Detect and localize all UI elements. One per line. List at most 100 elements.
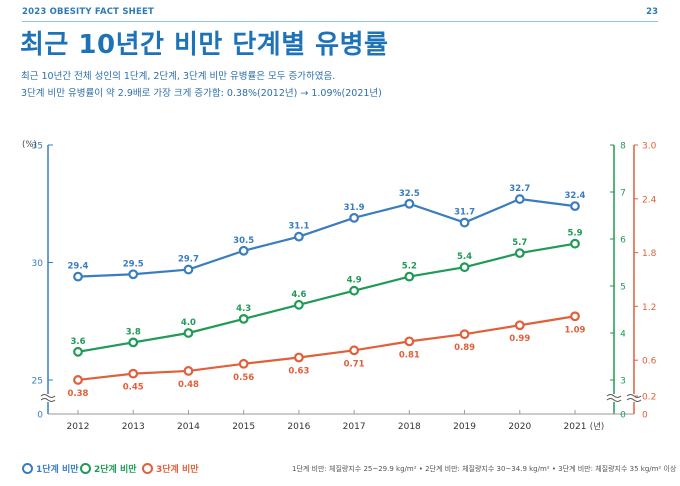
data-label: 3.8	[126, 327, 141, 337]
right2-tick-label: 1.2	[642, 303, 656, 313]
data-point	[349, 285, 360, 296]
axis-break-icon	[606, 394, 622, 398]
data-label: 31.9	[344, 203, 365, 213]
data-point	[404, 198, 415, 209]
legend-item-stage1: 1단계 비만	[22, 462, 79, 475]
data-label: 5.4	[457, 252, 472, 262]
data-label: 4.3	[236, 304, 251, 314]
data-point	[293, 352, 304, 363]
data-label: 0.45	[123, 383, 144, 393]
x-tick-label: 2014	[177, 422, 200, 432]
right1-zero-label: 0	[620, 411, 626, 421]
x-tick-label: 2018	[398, 422, 421, 432]
axis-break-icon	[40, 398, 56, 402]
data-label: 3.6	[70, 337, 85, 347]
data-label: 30.5	[233, 236, 254, 246]
header-divider	[22, 21, 658, 22]
x-unit-label: (년)	[590, 421, 604, 432]
description-line-1: 최근 10년간 전체 성인의 1단계, 2단계, 3단계 비만 유병률은 모두 …	[21, 71, 336, 82]
data-point	[404, 336, 415, 347]
fact-sheet-label: 2023 OBESITY FACT SHEET	[22, 7, 154, 17]
data-label: 5.7	[512, 238, 527, 248]
right2-tick-label: 3.0	[642, 142, 657, 152]
right2-tick-label: 0.6	[642, 357, 657, 367]
data-point	[570, 311, 580, 322]
data-point	[459, 262, 470, 273]
right2-tick-label: 0.2	[642, 393, 656, 403]
data-label: 29.7	[178, 255, 199, 265]
data-label: 31.1	[288, 222, 309, 232]
left-zero-label: 0	[37, 411, 43, 421]
right1-tick-label: 5	[620, 283, 626, 293]
data-point	[514, 194, 525, 204]
data-point	[514, 248, 525, 259]
page-number: 23	[646, 7, 658, 17]
right2-tick-label: 2.4	[642, 195, 657, 205]
legend-item-stage3: 3단계 비만	[142, 462, 199, 475]
left-tick-label: 30	[32, 259, 44, 269]
data-point	[404, 271, 415, 282]
data-point	[73, 375, 83, 385]
legend-label: 1단계 비만	[36, 465, 79, 475]
data-point	[293, 299, 304, 310]
data-label: 0.56	[233, 373, 254, 383]
data-point	[459, 329, 470, 340]
x-tick-label: 2017	[343, 422, 366, 432]
data-point	[73, 346, 83, 357]
data-label: 0.81	[399, 350, 420, 360]
data-point	[293, 231, 304, 242]
y-unit-label: (%)	[22, 140, 37, 150]
x-tick-label: 2016	[287, 422, 310, 432]
axis-break-icon	[606, 398, 622, 402]
page-title: 최근 10년간 비만 단계별 유병률	[20, 30, 389, 60]
page-header: 2023 OBESITY FACT SHEET 23	[0, 0, 680, 26]
description-line-2: 3단계 비만 유병률이 약 2.9배로 가장 크게 증가함: 0.38%(201…	[21, 88, 382, 99]
right2-tick-label: 1.8	[642, 249, 657, 259]
right1-tick-label: 4	[620, 330, 626, 340]
data-point	[128, 368, 139, 379]
series-line-2	[77, 242, 576, 353]
data-label: 0.48	[178, 380, 199, 390]
data-point	[183, 264, 194, 275]
x-tick-label: 2015	[232, 422, 255, 432]
right1-tick-label: 6	[620, 236, 626, 246]
data-point	[128, 269, 139, 280]
right2-zero-label: 0	[642, 411, 648, 421]
legend-label: 2단계 비만	[94, 465, 137, 475]
series-line-1	[77, 197, 576, 278]
data-point	[73, 271, 83, 282]
series-line-3	[77, 315, 576, 382]
data-point	[459, 217, 470, 228]
data-label: 0.89	[454, 343, 475, 353]
data-point	[238, 245, 249, 256]
right1-tick-label: 7	[620, 189, 626, 199]
x-tick-label: 2021	[564, 422, 587, 432]
data-label: 0.71	[344, 359, 365, 369]
footnote: 1단계 비만: 체질량지수 25~29.9 kg/m² • 2단계 비만: 체질…	[292, 465, 677, 473]
data-label: 0.99	[509, 334, 530, 344]
left-tick-label: 25	[32, 377, 43, 387]
left-tick-label: 35	[32, 142, 43, 152]
x-tick-label: 2012	[67, 422, 90, 432]
data-label: 29.4	[68, 262, 89, 272]
data-point	[128, 337, 139, 348]
data-point	[183, 366, 194, 376]
data-label: 0.63	[288, 367, 309, 377]
data-label: 4.6	[291, 290, 306, 300]
data-label: 29.5	[123, 259, 144, 269]
data-label: 1.09	[565, 325, 586, 335]
right1-tick-label: 8	[620, 142, 626, 152]
data-label: 5.2	[402, 262, 417, 272]
data-label: 32.5	[399, 189, 420, 199]
axis-break-icon	[40, 394, 56, 398]
legend-label: 3단계 비만	[156, 465, 199, 475]
data-label: 31.7	[454, 208, 475, 218]
legend-marker-icon	[22, 463, 33, 474]
data-point	[349, 212, 360, 223]
data-point	[183, 328, 194, 338]
right1-tick-label: 3	[620, 377, 626, 387]
data-label: 5.9	[567, 229, 582, 239]
x-tick-label: 2020	[508, 422, 531, 432]
data-point	[349, 345, 360, 356]
data-label: 0.38	[68, 389, 89, 399]
